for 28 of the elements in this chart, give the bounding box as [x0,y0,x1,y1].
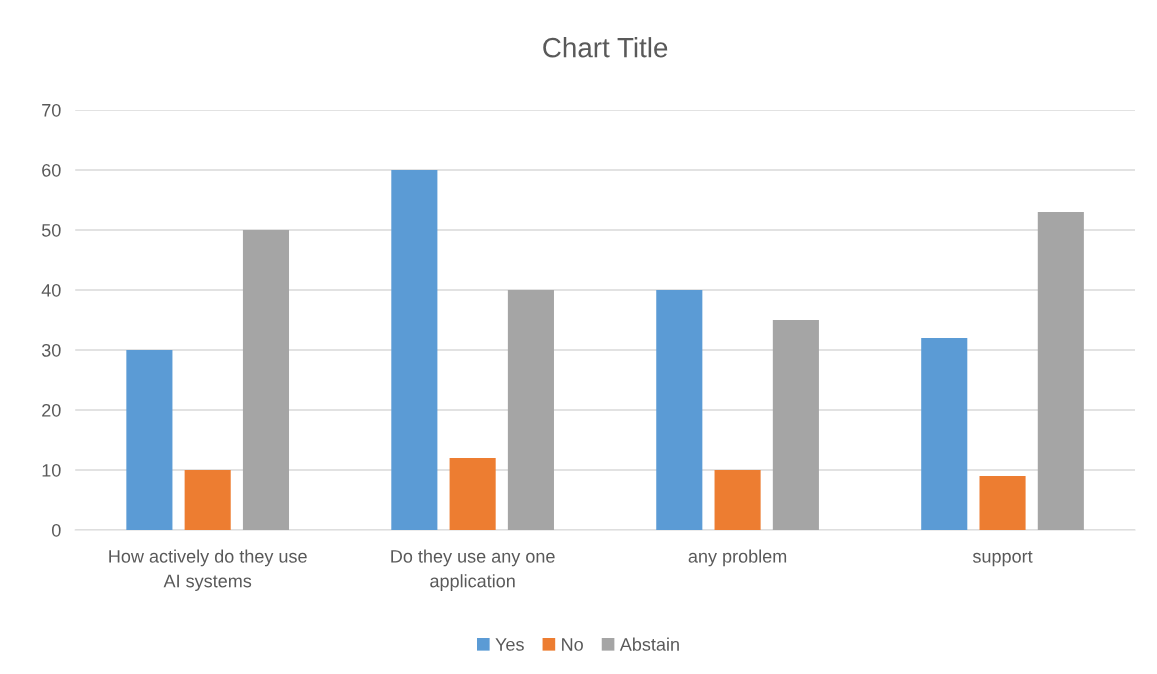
chart-title: Chart Title [543,37,668,58]
bar [449,458,496,531]
y-tick-label: 10 [42,463,61,477]
legend-label: No [562,638,583,651]
bar [714,470,761,531]
bar [979,476,1026,531]
bar [126,350,173,531]
x-tick-label: How actively do they use AI systems [109,549,307,591]
bar [656,290,703,531]
bar [772,320,819,531]
y-tick-label: 30 [41,343,61,357]
y-tick-label: 40 [41,283,61,297]
x-tick-label: Do they use any one application [391,549,555,591]
y-tick-label: 60 [42,163,61,177]
bar [1037,212,1084,531]
y-tick-label: 20 [42,403,61,417]
y-tick-label: 70 [42,103,61,117]
bar [391,170,438,531]
y-tick-label: 0 [51,523,61,537]
legend-label: Abstain [619,637,679,651]
y-tick-label: 50 [41,223,61,237]
legend-label: Yes [495,638,524,651]
x-tick-label: support [972,550,1033,567]
bar [242,230,290,531]
bar [184,470,231,531]
bar [921,338,968,531]
x-tick-label: any problem [688,549,787,567]
bar [507,290,554,531]
